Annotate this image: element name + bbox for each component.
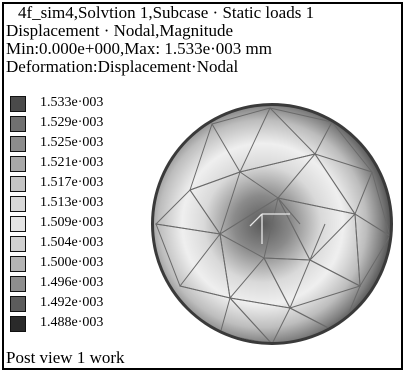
legend-swatch — [10, 316, 26, 332]
status-bar: Post view 1 work — [6, 348, 125, 367]
legend-item: 1.533e·003 — [8, 94, 148, 112]
legend-swatch — [10, 236, 26, 252]
legend-item: 1.529e·003 — [8, 114, 148, 132]
legend-swatch — [10, 216, 26, 232]
legend-swatch — [10, 176, 26, 192]
legend-swatch — [10, 96, 26, 112]
legend-label: 1.529e·003 — [40, 115, 104, 130]
legend-label: 1.496e·003 — [40, 275, 104, 290]
legend-label: 1.513e·003 — [40, 195, 104, 210]
legend-label: 1.504e·003 — [40, 235, 104, 250]
legend-swatch — [10, 296, 26, 312]
mesh-lines — [154, 107, 390, 342]
legend-label: 1.488e·003 — [40, 315, 104, 330]
legend-item: 1.525e·003 — [8, 134, 148, 152]
coordinate-triad — [249, 213, 290, 244]
legend-item: 1.517e·003 — [8, 174, 148, 192]
header-line-result-type: Displacement · Nodal,Magnitude — [6, 21, 234, 40]
legend-item: 1.496e·003 — [8, 274, 148, 292]
legend-label: 1.517e·003 — [40, 175, 104, 190]
legend-label: 1.509e·003 — [40, 215, 104, 230]
legend-item: 1.509e·003 — [8, 214, 148, 232]
legend-label: 1.525e·003 — [40, 135, 104, 150]
legend-label: 1.492e·003 — [40, 295, 104, 310]
legend-item: 1.492e·003 — [8, 294, 148, 312]
header-line-simulation: 4f_sim4,Solvtion 1,Subcase · Static load… — [18, 3, 315, 22]
legend-item: 1.500e·003 — [8, 254, 148, 272]
legend-swatch — [10, 136, 26, 152]
legend-item: 1.513e·003 — [8, 194, 148, 212]
mesh-plot — [151, 103, 393, 345]
legend-swatch — [10, 276, 26, 292]
legend-swatch — [10, 256, 26, 272]
model-viewport[interactable] — [150, 94, 400, 352]
legend-swatch — [10, 196, 26, 212]
legend-item: 1.521e·003 — [8, 154, 148, 172]
legend-label: 1.521e·003 — [40, 155, 104, 170]
legend-swatch — [10, 156, 26, 172]
legend-item: 1.504e·003 — [8, 234, 148, 252]
result-header: 4f_sim4,Solvtion 1,Subcase · Static load… — [6, 4, 401, 76]
legend-swatch — [10, 116, 26, 132]
legend-label: 1.533e·003 — [40, 95, 104, 110]
legend-item: 1.488e·003 — [8, 314, 148, 332]
legend-label: 1.500e·003 — [40, 255, 104, 270]
header-line-deformation: Deformation:Displacement·Nodal — [6, 57, 239, 76]
header-line-min-max: Min:0.000e+000,Max: 1.533e·003 mm — [6, 39, 272, 58]
